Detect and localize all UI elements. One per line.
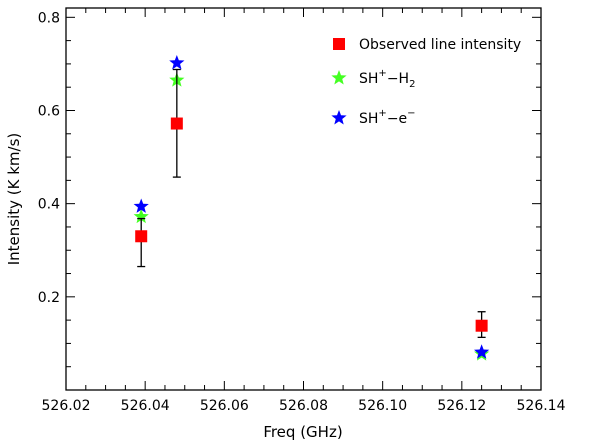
x-axis-ticks: 526.02 526.04 526.06 526.08 526.10 526.12 526.…: [42, 8, 566, 414]
model-point: [169, 54, 185, 70]
model-point: [133, 198, 149, 213]
y-tick-label: 0.4: [38, 197, 60, 213]
x-tick-label: 526.02: [42, 398, 91, 414]
x-tick-label: 526.04: [121, 398, 170, 414]
observed-point: [135, 230, 148, 243]
x-tick-label: 526.06: [200, 398, 249, 414]
legend-marker: [331, 110, 347, 125]
legend-label: SH+−H2: [359, 68, 415, 90]
data-marks: [133, 54, 490, 361]
y-tick-label: 0.2: [38, 290, 60, 306]
y-tick-label: 0.6: [38, 103, 60, 119]
y-axis-label: Intensity (K km/s): [5, 133, 23, 266]
x-tick-label: 526.08: [279, 398, 328, 414]
legend: Observed line intensity SH+−H2 SH+−e−: [331, 37, 521, 127]
observed-point: [475, 319, 488, 332]
model-point: [474, 344, 490, 359]
legend-label: Observed line intensity: [359, 37, 521, 53]
x-axis-label: Freq (GHz): [263, 423, 342, 441]
legend-marker: [331, 70, 347, 85]
y-tick-label: 0.8: [38, 10, 60, 26]
x-tick-label: 526.10: [358, 398, 407, 414]
x-tick-label: 526.12: [437, 398, 486, 414]
legend-marker: [333, 38, 345, 50]
legend-label: SH+−e−: [359, 108, 416, 127]
observed-point: [170, 117, 183, 130]
plot-frame: [65, 7, 542, 391]
model-point: [133, 208, 149, 224]
y-axis-ticks: 0.2 0.4 0.6 0.8: [38, 10, 541, 368]
x-tick-label: 526.14: [517, 398, 566, 414]
